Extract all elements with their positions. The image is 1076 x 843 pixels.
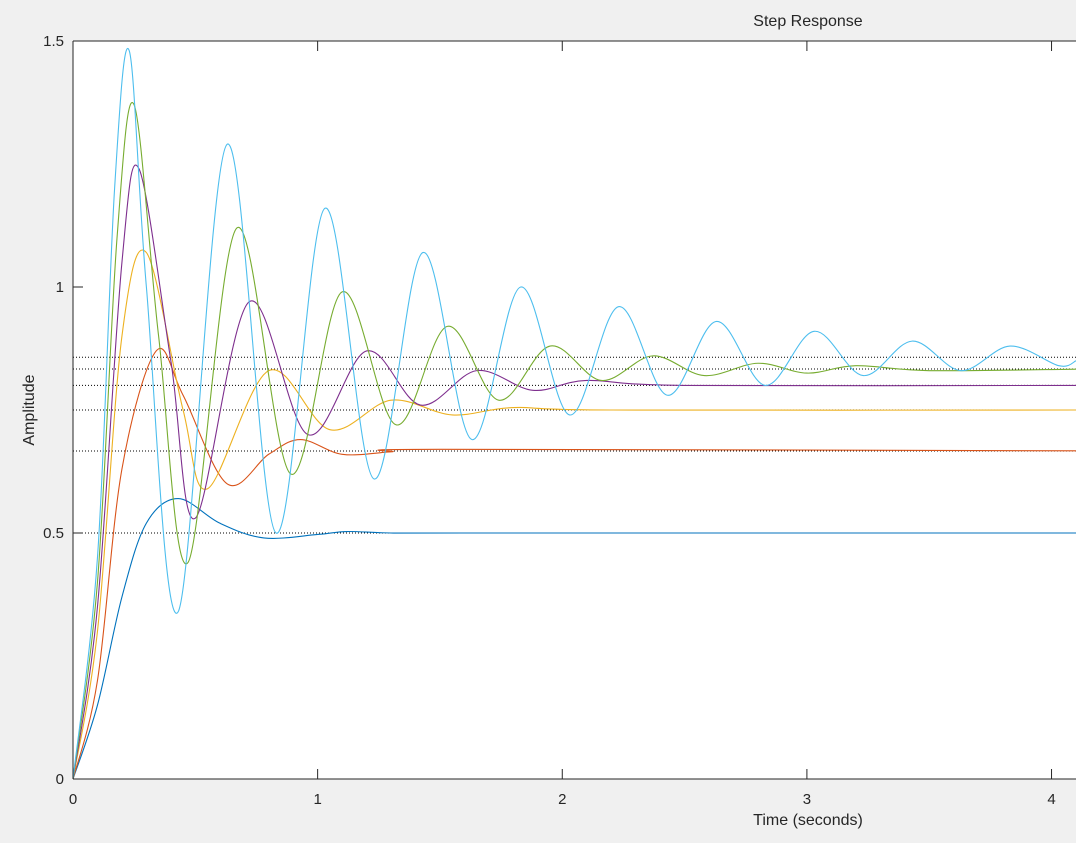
series-line-1 xyxy=(73,498,1076,779)
y-tick-label: 0 xyxy=(56,771,64,788)
series-line-2 xyxy=(73,347,1076,779)
series-line-3 xyxy=(73,249,1076,779)
y-tick-label: 1.5 xyxy=(43,33,64,50)
chart-title: Step Response xyxy=(753,13,863,30)
y-tick-label: 1 xyxy=(56,279,64,296)
series-line-4 xyxy=(73,164,1076,779)
series-layer xyxy=(73,48,1076,779)
x-axis-label: Time (seconds) xyxy=(753,812,863,829)
x-tick-label: 2 xyxy=(558,791,566,808)
tick-layer: 0 1 2 3 4 0 0.5 1 1.5 xyxy=(43,33,1056,808)
x-tick-label: 4 xyxy=(1047,791,1055,808)
x-tick-label: 0 xyxy=(69,791,77,808)
y-axis-label: Amplitude xyxy=(21,374,38,445)
series-line-6 xyxy=(73,48,1076,779)
y-tick-label: 0.5 xyxy=(43,525,64,542)
x-tick-label: 3 xyxy=(803,791,811,808)
x-tick-label: 1 xyxy=(313,791,321,808)
